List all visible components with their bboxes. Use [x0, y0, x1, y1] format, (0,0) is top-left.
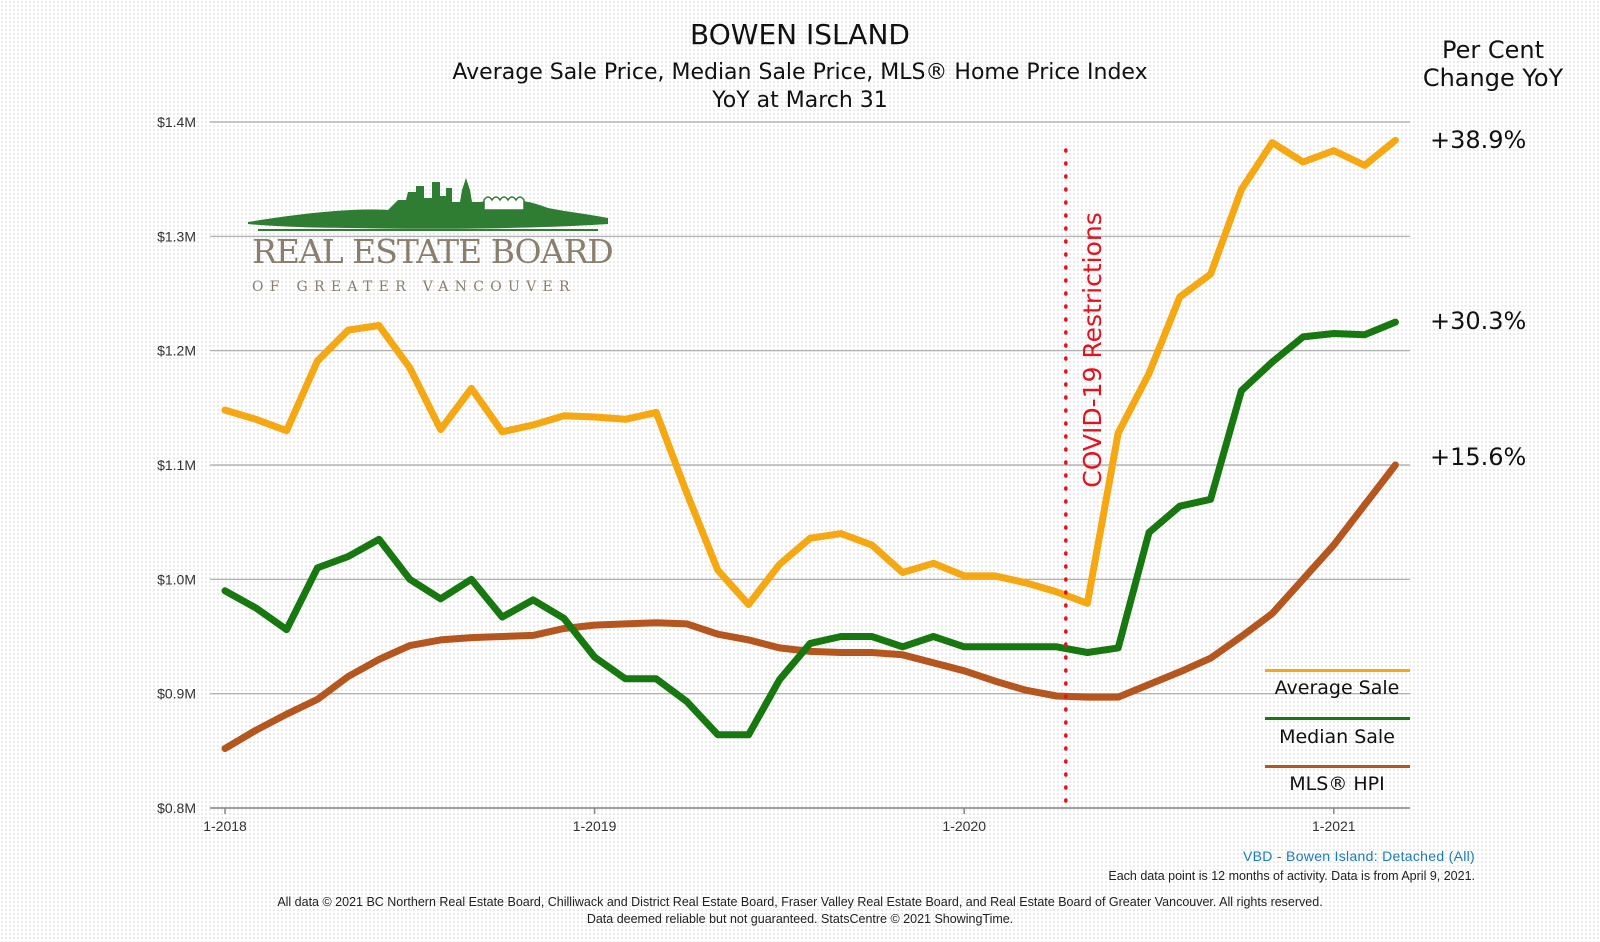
- reb-logo: [248, 178, 608, 298]
- covid-annotation: COVID-19 Restrictions: [1064, 148, 1107, 808]
- data-note: Each data point is 12 months of activity…: [1108, 869, 1475, 883]
- legend-label-average: Average Sale: [1274, 677, 1400, 699]
- pct-change-average: +38.9%: [1430, 126, 1527, 154]
- legend-swatch-average: [1265, 669, 1410, 672]
- pct-change-header-line1: Per Cent: [1441, 36, 1545, 64]
- y-tick-label: $1.1M: [157, 457, 196, 473]
- legend-swatch-median: [1265, 717, 1410, 720]
- x-tick-label: 1-2018: [203, 818, 247, 834]
- copyright-line2: Data deemed reliable but not guaranteed.…: [586, 912, 1014, 926]
- logo-subtext: OF GREATER VANCOUVER: [252, 279, 576, 295]
- pct-change-median: +30.3%: [1430, 307, 1527, 335]
- y-tick-label: $0.8M: [157, 800, 196, 816]
- x-axis: 1-2018 1-2019 1-2020 1-2021: [203, 807, 1410, 834]
- pct-change-header-line2: Change YoY: [1422, 64, 1564, 92]
- series-line-mls-hpi: [221, 461, 1399, 752]
- logo-text: REAL ESTATE BOARD: [252, 232, 614, 271]
- x-tick-label: 1-2020: [942, 818, 986, 834]
- y-axis-ticks: $0.8M $0.9M $1.0M $1.1M $1.2M $1.3M $1.4M: [157, 114, 196, 816]
- x-tick-label: 1-2019: [573, 818, 617, 834]
- skyline-icon: [248, 178, 608, 231]
- copyright-line1: All data © 2021 BC Northern Real Estate …: [277, 895, 1323, 909]
- y-tick-label: $0.9M: [157, 686, 196, 702]
- y-tick-label: $1.2M: [157, 343, 196, 359]
- legend-label-median: Median Sale: [1279, 726, 1395, 748]
- chart-subtitle-date: YoY at March 31: [712, 88, 888, 113]
- legend-label-hpi: MLS® HPI: [1289, 773, 1385, 795]
- covid-label: COVID-19 Restrictions: [1078, 212, 1107, 488]
- y-tick-label: $1.0M: [157, 571, 196, 587]
- y-tick-label: $1.3M: [157, 228, 196, 244]
- pct-change-hpi: +15.6%: [1430, 443, 1527, 471]
- data-source: VBD - Bowen Island: Detached (All): [1243, 848, 1475, 864]
- x-tick-label: 1-2021: [1312, 818, 1356, 834]
- legend-swatch-hpi: [1265, 765, 1410, 768]
- series-line-median-sale: [221, 318, 1399, 739]
- series-lines: [221, 136, 1399, 752]
- y-tick-label: $1.4M: [157, 114, 196, 130]
- chart-title: BOWEN ISLAND: [690, 18, 910, 51]
- series-line-average-sale: [221, 136, 1399, 608]
- chart-subtitle: Average Sale Price, Median Sale Price, M…: [452, 60, 1148, 85]
